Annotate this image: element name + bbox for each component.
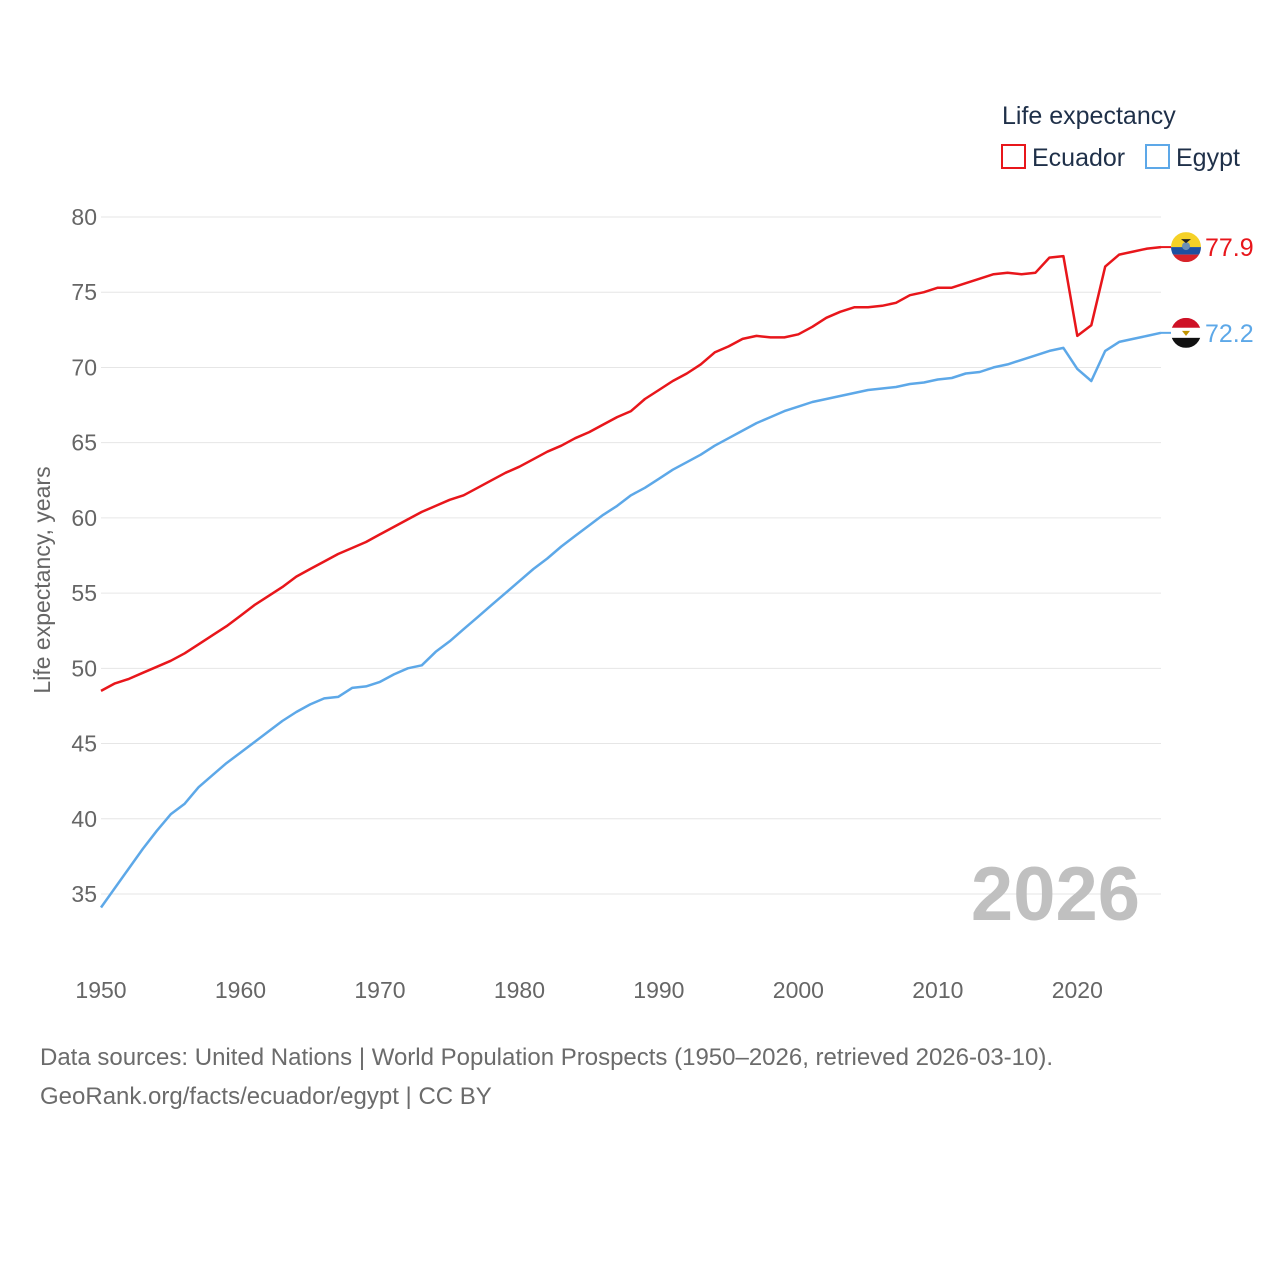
y-tick-label: 60 xyxy=(71,505,97,531)
y-tick-label: 45 xyxy=(71,731,97,757)
y-tick-label: 80 xyxy=(71,204,97,230)
x-tick-label: 2020 xyxy=(1052,977,1103,1003)
series-lines xyxy=(99,245,1162,909)
end-markers: 77.9 72.2 xyxy=(1161,232,1254,348)
x-tick-label: 2010 xyxy=(912,977,963,1003)
legend-item-ecuador[interactable]: Ecuador xyxy=(1001,144,1125,172)
legend: Life expectancy Ecuador Egypt xyxy=(1001,102,1240,172)
x-axis-ticks: 1950 1960 1970 1980 1990 2000 2010 2020 xyxy=(75,977,1102,1003)
year-watermark: 2026 xyxy=(971,852,1140,937)
y-tick-label: 35 xyxy=(71,881,97,907)
footer-attribution: GeoRank.org/facts/ecuador/egypt | CC BY xyxy=(40,1083,492,1110)
y-tick-label: 75 xyxy=(71,279,97,305)
y-axis-ticks: 35 40 45 50 55 60 65 70 75 80 xyxy=(71,204,97,907)
egypt-flag-icon xyxy=(1171,317,1201,348)
y-tick-label: 40 xyxy=(71,806,97,832)
x-tick-label: 2000 xyxy=(773,977,824,1003)
x-tick-label: 1960 xyxy=(215,977,266,1003)
y-tick-label: 50 xyxy=(71,655,97,681)
legend-label-egypt: Egypt xyxy=(1176,144,1240,172)
legend-title: Life expectancy xyxy=(1002,102,1176,130)
ecuador-flag-icon xyxy=(1171,232,1201,263)
legend-swatch-egypt xyxy=(1145,144,1170,169)
series-line-ecuador xyxy=(100,245,1162,693)
y-tick-label: 70 xyxy=(71,354,97,380)
footer-sources: Data sources: United Nations | World Pop… xyxy=(40,1044,1054,1071)
y-tick-label: 55 xyxy=(71,580,97,606)
series-line-egypt xyxy=(99,331,1162,909)
x-tick-label: 1980 xyxy=(494,977,545,1003)
legend-item-egypt[interactable]: Egypt xyxy=(1145,144,1240,172)
x-tick-label: 1970 xyxy=(354,977,405,1003)
legend-label-ecuador: Ecuador xyxy=(1032,144,1125,172)
end-value-label-egypt: 72.2 xyxy=(1205,320,1254,348)
line-chart: 35 40 45 50 55 60 65 70 75 80 1950 1960 1970 1980 199… xyxy=(29,102,1254,1003)
x-tick-label: 1950 xyxy=(75,977,126,1003)
y-tick-label: 65 xyxy=(71,430,97,456)
end-value-label-ecuador: 77.9 xyxy=(1205,234,1254,262)
x-tick-label: 1990 xyxy=(633,977,684,1003)
gridlines xyxy=(101,216,1161,895)
legend-swatch-ecuador xyxy=(1001,144,1026,169)
y-axis-label: Life expectancy, years xyxy=(29,466,55,693)
